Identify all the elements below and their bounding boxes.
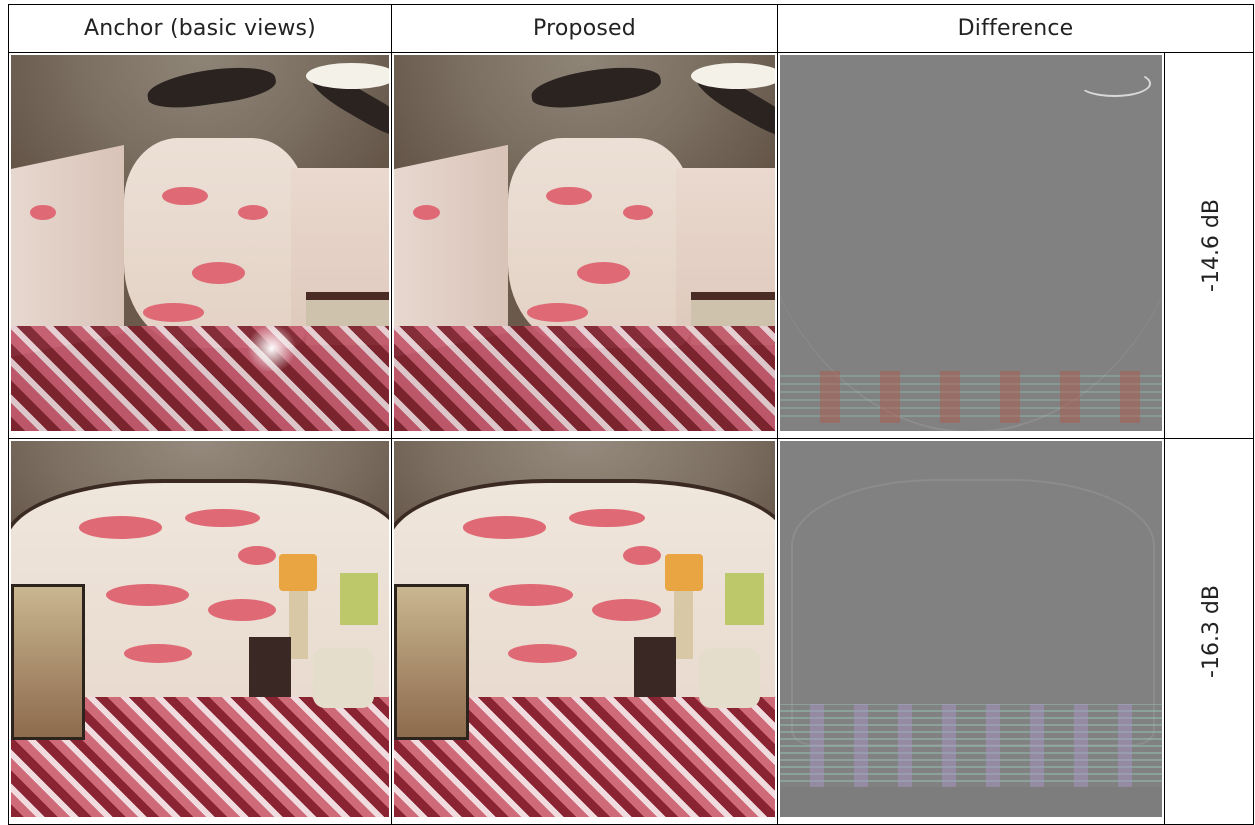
difference-cell-2 xyxy=(777,438,1165,825)
proposed-cell-1 xyxy=(391,52,778,439)
proposed-image-1 xyxy=(394,55,775,431)
score-label-2: -16.3 dB xyxy=(1198,585,1224,678)
proposed-image-2 xyxy=(394,441,775,817)
anchor-cell-1 xyxy=(8,52,392,439)
anchor-image-2 xyxy=(11,441,389,817)
anchor-cell-2 xyxy=(8,438,392,825)
table-row: -14.6 dB xyxy=(8,52,1254,439)
anchor-image-1 xyxy=(11,55,389,431)
difference-image-1 xyxy=(780,55,1162,431)
score-cell-1: -14.6 dB xyxy=(1164,52,1254,439)
table-row: -16.3 dB xyxy=(8,438,1254,825)
header-anchor: Anchor (basic views) xyxy=(8,4,392,53)
difference-image-2 xyxy=(780,441,1162,817)
header-proposed: Proposed xyxy=(391,4,778,53)
comparison-table: Anchor (basic views) Proposed Difference xyxy=(8,4,1254,825)
score-cell-2: -16.3 dB xyxy=(1164,438,1254,825)
proposed-cell-2 xyxy=(391,438,778,825)
header-difference: Difference xyxy=(777,4,1254,53)
header-row: Anchor (basic views) Proposed Difference xyxy=(8,4,1254,53)
score-label-1: -14.6 dB xyxy=(1198,199,1224,292)
difference-cell-1 xyxy=(777,52,1165,439)
